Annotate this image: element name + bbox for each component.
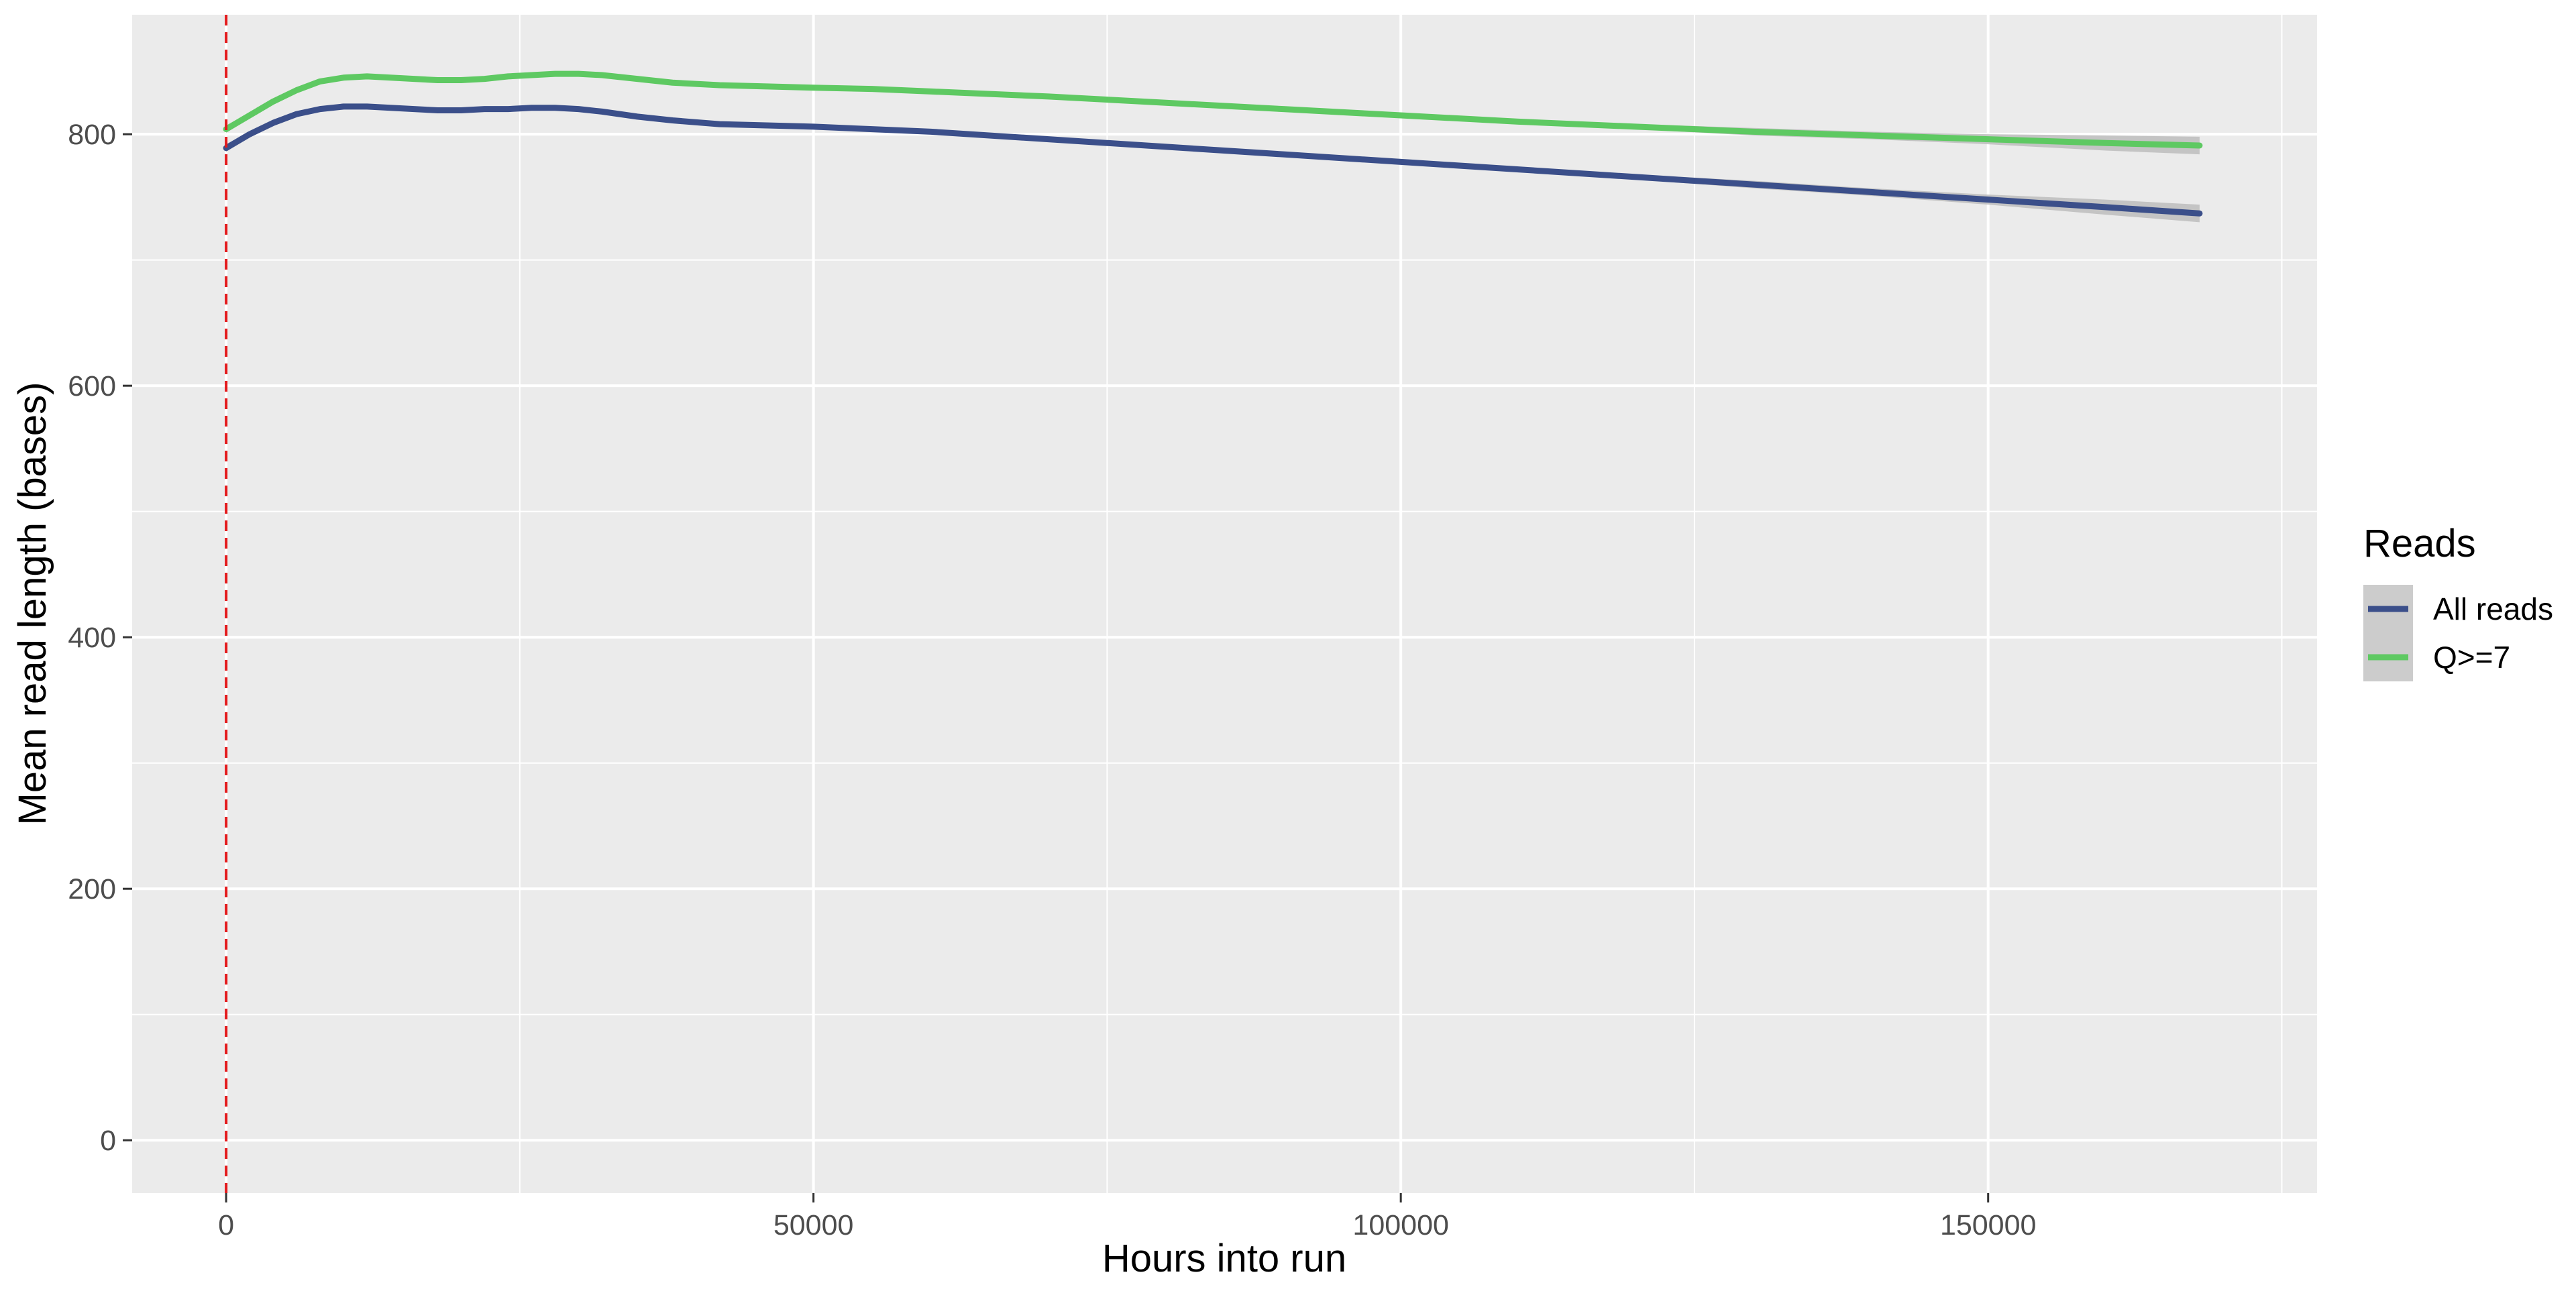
y-axis-title: Mean read length (bases): [11, 382, 54, 826]
series-line-0: [223, 103, 2203, 217]
x-axis-title: Hours into run: [1102, 1237, 1346, 1280]
y-tick-label: 200: [68, 873, 116, 905]
x-tick-label: 50000: [773, 1209, 854, 1241]
x-axis-ticks: 0 50000 100000 150000: [218, 1193, 2036, 1241]
y-tick-label: 800: [68, 119, 116, 151]
grid-minor: [132, 15, 2317, 1193]
plot-panel: [132, 15, 2317, 1193]
series-lines: [223, 70, 2203, 217]
y-axis-ticks: 0 200 400 600 800: [68, 119, 132, 1157]
legend-title: Reads: [2363, 522, 2476, 565]
y-tick-label: 400: [68, 622, 116, 654]
x-tick-label: 100000: [1352, 1209, 1449, 1241]
legend: Reads All reads Q>=7: [2363, 522, 2553, 681]
legend-label-all-reads: All reads: [2433, 592, 2553, 626]
x-tick-label: 0: [218, 1209, 234, 1241]
series-line-1: [223, 70, 2203, 149]
y-tick-label: 0: [100, 1125, 116, 1157]
x-tick-label: 150000: [1940, 1209, 2037, 1241]
y-tick-label: 600: [68, 370, 116, 402]
legend-label-q7: Q>=7: [2433, 640, 2510, 675]
